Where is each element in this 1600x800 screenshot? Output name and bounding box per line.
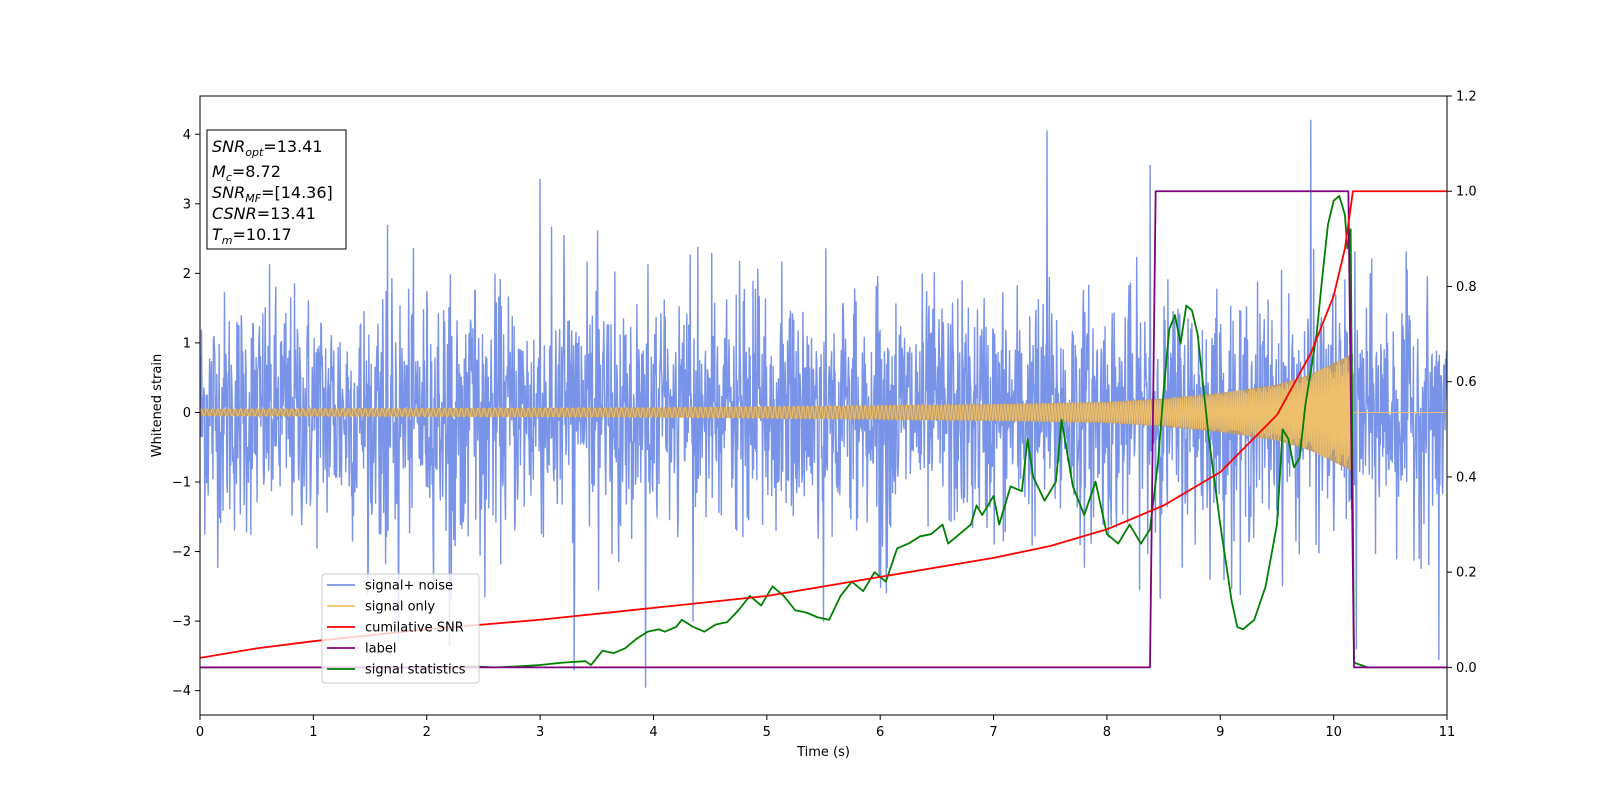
stats-line-symbol: T <box>212 225 223 244</box>
stats-line-subscript: m <box>222 234 233 247</box>
x-tick-label: 5 <box>763 725 771 740</box>
axes-layer: 0 1 2 3 4 5 6 7 8 9 10 11 −4 −3 −2 −1 0 1 2 3 4 0.0 0.2 0.4 0.6 0… <box>172 90 1477 741</box>
legend-signal-statistics-label: signal statistics <box>365 663 466 678</box>
x-tick-label: 11 <box>1439 725 1456 740</box>
x-tick-label: 1 <box>309 725 317 740</box>
y-right-tick-label: 0.0 <box>1456 661 1477 676</box>
stats-line-value: =13.41 <box>263 137 322 156</box>
x-tick-label: 3 <box>536 725 544 740</box>
stats-annotation-box: SNRopt=13.41Mc=8.72SNRMF=[14.36]CSNR=13.… <box>206 129 347 250</box>
stats-line-subscript: c <box>226 171 232 184</box>
legend-signal-noise-label: signal+ noise <box>365 579 453 594</box>
y-right-tick-label: 0.4 <box>1456 470 1477 485</box>
x-tick-label: 7 <box>989 725 997 740</box>
y-right-tick-label: 0.8 <box>1456 280 1477 295</box>
series-label-line <box>200 190 1447 669</box>
stats-box-frame <box>206 129 347 250</box>
y-left-tick-label: −1 <box>172 476 191 491</box>
series-layer <box>200 119 1447 688</box>
y-axis-label: Whitened strain <box>150 354 165 457</box>
y-left-tick-label: 2 <box>183 267 191 282</box>
x-tick-label: 8 <box>1103 725 1111 740</box>
y-left-tick-label: 3 <box>183 197 191 212</box>
stats-line: CSNR=13.41 <box>212 204 316 223</box>
x-tick-label: 6 <box>876 725 884 740</box>
x-tick-label: 10 <box>1325 725 1342 740</box>
y-left-tick-label: 1 <box>183 336 191 351</box>
stats-line-value: =[14.36] <box>261 183 333 202</box>
x-tick-label: 0 <box>196 725 204 740</box>
x-tick-label: 9 <box>1216 725 1224 740</box>
stats-line-value: =8.72 <box>232 162 281 181</box>
plot-frame <box>199 95 1448 716</box>
stats-line-subscript: MF <box>245 192 261 205</box>
y-left-tick-label: −4 <box>172 684 191 699</box>
stats-line: SNRMF=[14.36] <box>212 183 333 205</box>
y-left-tick-label: −2 <box>172 545 191 560</box>
stats-line-subscript: opt <box>245 146 264 159</box>
stats-line: SNRopt=13.41 <box>212 137 323 159</box>
y-left-tick-label: 4 <box>183 128 191 143</box>
y-right-tick-label: 1.0 <box>1456 185 1477 200</box>
x-tick-label: 2 <box>423 725 431 740</box>
y-left-tick-label: 0 <box>183 406 191 421</box>
legend: signal+ noise signal only cumilative SNR la… <box>321 573 480 684</box>
legend-frame <box>321 573 480 684</box>
legend-label-label: label <box>365 642 396 657</box>
y-left-tick-label: −3 <box>172 615 191 630</box>
stats-line: Mc=8.72 <box>212 162 281 184</box>
stats-line-value: =10.17 <box>233 225 292 244</box>
legend-cumulative-snr-label: cumilative SNR <box>365 621 464 636</box>
y-right-tick-label: 0.6 <box>1456 375 1477 390</box>
stats-line: Tm=10.17 <box>212 225 292 247</box>
y-right-tick-label: 0.2 <box>1456 566 1477 581</box>
stats-line-symbol: SNR <box>212 183 245 202</box>
stats-line-value: =13.41 <box>257 204 316 223</box>
stats-line-symbol: M <box>212 162 226 181</box>
y-right-tick-label: 1.2 <box>1456 90 1477 105</box>
series-signal-statistics-line <box>200 195 1447 669</box>
stats-line-symbol: CSNR <box>212 204 257 223</box>
legend-signal-only-label: signal only <box>365 600 435 615</box>
stats-line-symbol: SNR <box>212 137 245 156</box>
x-axis-label: Time (s) <box>796 745 850 760</box>
x-tick-label: 4 <box>649 725 657 740</box>
